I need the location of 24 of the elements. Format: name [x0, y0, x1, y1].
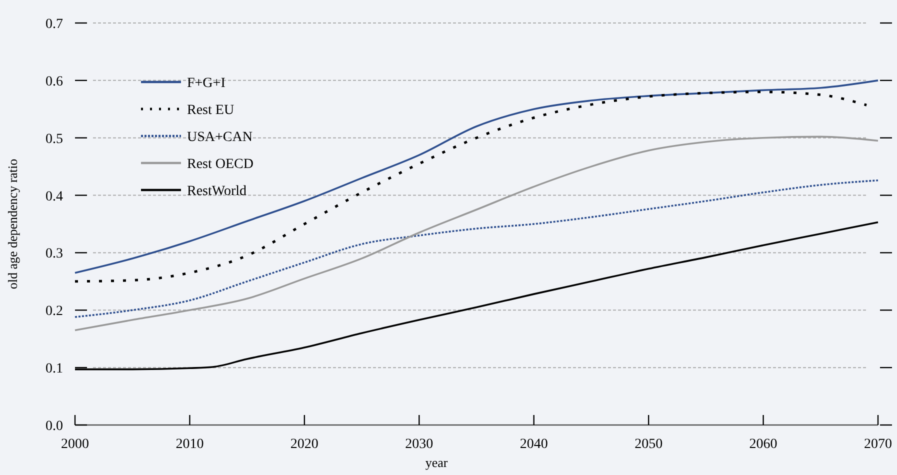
legend-label: Rest OECD — [187, 157, 254, 172]
y-tick-label: 0.1 — [46, 362, 63, 377]
y-tick-label: 0.7 — [46, 17, 63, 32]
legend-label: RestWorld — [187, 184, 247, 199]
y-tick-label: 0.2 — [46, 304, 63, 320]
x-tick-label: 2000 — [61, 437, 89, 452]
legend-label: USA+CAN — [187, 130, 252, 145]
y-tick-label: 0.5 — [46, 132, 63, 147]
y-tick-label: 0.0 — [46, 419, 63, 434]
y-tick-label: 0.3 — [46, 246, 63, 262]
y-axis-title: old age dependency ratio — [5, 158, 20, 290]
x-tick-label: 2060 — [749, 437, 778, 452]
legend-label: Rest EU — [187, 103, 234, 118]
x-tick-label: 2010 — [176, 437, 204, 452]
x-tick-label: 2070 — [864, 437, 892, 452]
line-series — [74, 179, 879, 318]
x-tick-label: 2020 — [290, 437, 318, 452]
x-tick-label: 2040 — [520, 437, 548, 452]
legend-label: F+G+I — [187, 76, 226, 91]
y-tick-label: 0.6 — [46, 74, 63, 90]
x-axis-title: year — [425, 455, 448, 470]
x-tick-label: 2030 — [405, 437, 434, 452]
y-tick-label: 0.4 — [46, 189, 63, 204]
x-tick-label: 2050 — [634, 437, 663, 452]
